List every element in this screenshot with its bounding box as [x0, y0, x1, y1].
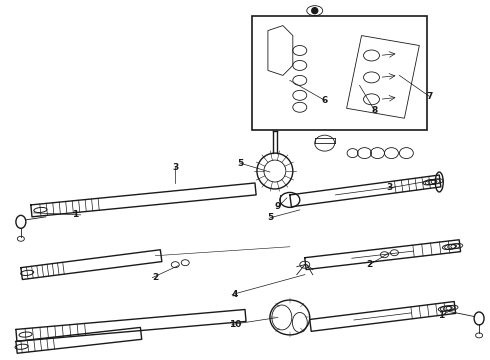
Text: 4: 4	[232, 290, 238, 299]
Text: 1: 1	[73, 210, 79, 219]
Text: 7: 7	[426, 92, 433, 101]
Text: 1: 1	[438, 311, 444, 320]
Text: 3: 3	[172, 163, 178, 172]
Text: 5: 5	[237, 158, 243, 167]
Circle shape	[312, 8, 318, 14]
Text: 8: 8	[371, 106, 378, 115]
Text: 6: 6	[321, 96, 328, 105]
Text: 2: 2	[367, 260, 372, 269]
Text: 3: 3	[386, 184, 392, 193]
Text: 5: 5	[267, 213, 273, 222]
Text: 10: 10	[229, 320, 241, 329]
Text: 9: 9	[275, 202, 281, 211]
Bar	[252, 15, 427, 130]
Text: 2: 2	[152, 273, 158, 282]
